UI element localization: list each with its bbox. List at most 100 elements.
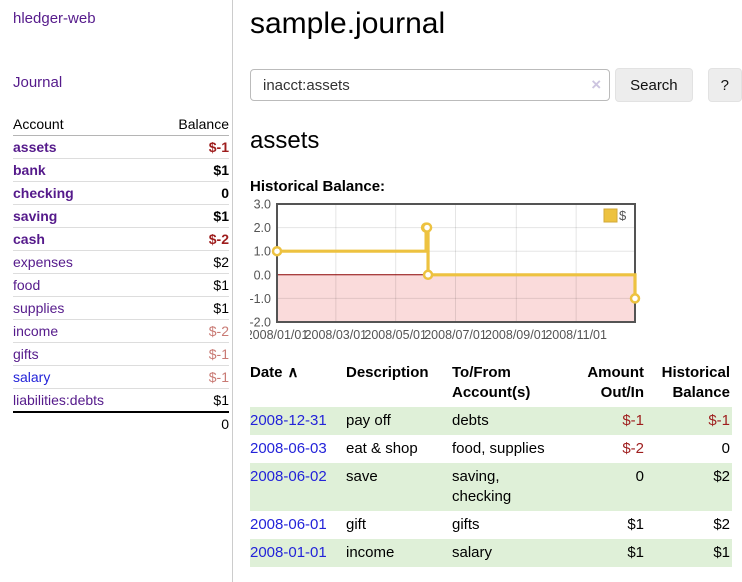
register-row[interactable]: 2008-01-01 income salary $1 $1 [250,539,732,567]
sidebar-account-link-salary[interactable]: salary [13,369,51,385]
register-row[interactable]: 2008-06-02 save saving, checking 0 $2 [250,463,732,511]
register-row[interactable]: 2008-06-03 eat & shop food, supplies $-2 0 [250,435,732,463]
svg-text:-2.0: -2.0 [250,316,271,330]
accounts-table: Account Balance assets $-1 bank $1 checking 0… [13,113,229,435]
account-heading: assets [250,127,320,154]
transaction-date-link[interactable]: 2008-06-01 [250,516,327,533]
svg-text:2.0: 2.0 [254,221,271,235]
column-header-description[interactable]: Description [346,364,429,381]
account-balance: $-2 [151,227,229,251]
brand-link[interactable]: hledger-web [13,10,96,27]
svg-text:2008/11/01: 2008/11/01 [545,328,607,342]
account-balance: $1 [151,273,229,297]
accounts-header-account: Account [13,113,152,136]
sidebar-account-link-cash[interactable]: cash [13,231,45,247]
transaction-balance: 0 [721,440,730,457]
search-button[interactable]: Search [615,68,693,102]
sidebar-account-link-expenses[interactable]: expenses [13,254,73,270]
svg-text:2008/05/01: 2008/05/01 [364,328,427,342]
transaction-amount: $1 [627,544,644,561]
svg-text:3.0: 3.0 [254,199,271,212]
accounts-header-balance: Balance [151,113,229,136]
main-content: sample.journal × Search ? assets Histori… [246,0,742,567]
search-input[interactable] [250,69,611,101]
transaction-accounts: debts [452,412,489,429]
sidebar-account-link-supplies[interactable]: supplies [13,300,65,316]
account-row: bank $1 [13,158,229,182]
accounts-total-row: 0 [13,411,229,435]
transaction-balance: $2 [713,516,730,533]
register-table: Date ∧ Description To/From Account(s) Amount… [250,361,732,567]
account-row: liabilities:debts $1 [13,388,229,413]
transaction-accounts: gifts [452,516,480,533]
chart-title: Historical Balance: [250,178,386,195]
help-button[interactable]: ? [707,68,742,102]
historical-balance-chart[interactable]: 3.0 2.0 1.0 0.0 -1.0 -2.0 2008/01/01 2008/03/01… [246,198,742,349]
account-balance: $-2 [151,319,229,343]
accounts-header-row: Account Balance [13,113,229,136]
transaction-description: gift [346,516,367,533]
account-balance: $2 [151,250,229,274]
account-balance: $1 [151,204,229,228]
transaction-description: pay off [346,412,391,429]
account-balance: $-1 [151,365,229,389]
column-header-amount[interactable]: Amount Out/In [587,364,644,401]
transaction-amount: $-1 [622,412,644,429]
column-header-date[interactable]: Date ∧ [250,364,299,381]
sidebar-item-journal[interactable]: Journal [13,74,63,91]
sidebar-account-link-saving[interactable]: saving [13,208,58,224]
sidebar-account-link-gifts[interactable]: gifts [13,346,39,362]
account-row: checking 0 [13,181,229,205]
svg-text:-1.0: -1.0 [250,292,271,306]
svg-text:1.0: 1.0 [254,245,271,259]
account-row: food $1 [13,273,229,297]
transaction-date-link[interactable]: 2008-12-31 [250,412,327,429]
account-balance: $1 [151,388,229,413]
account-row: salary $-1 [13,365,229,389]
transaction-description: eat & shop [346,440,418,457]
sidebar-account-link-bank[interactable]: bank [13,162,46,178]
account-balance: $1 [151,158,229,182]
transaction-balance: $2 [713,468,730,485]
page-title: sample.journal [250,7,446,40]
account-balance: $-1 [151,135,229,159]
transaction-date-link[interactable]: 2008-01-01 [250,544,327,561]
sidebar-account-link-income[interactable]: income [13,323,59,339]
account-row: gifts $-1 [13,342,229,366]
transaction-date-link[interactable]: 2008-06-02 [250,468,327,485]
transaction-balance: $1 [713,544,730,561]
svg-text:0.0: 0.0 [254,268,271,282]
register-row[interactable]: 2008-06-01 gift gifts $1 $2 [250,511,732,539]
register-row[interactable]: 2008-12-31 pay off debts $-1 $-1 [250,407,732,435]
transaction-description: income [346,544,395,561]
column-header-balance[interactable]: Historical Balance [661,364,730,401]
account-balance: $-1 [151,342,229,366]
svg-text:2008/09/01: 2008/09/01 [485,328,548,342]
sidebar-account-link-assets[interactable]: assets [13,139,57,155]
transaction-accounts: salary [452,544,493,561]
accounts-total-value: 0 [13,411,229,435]
column-header-accounts[interactable]: To/From Account(s) [452,364,531,401]
transaction-amount: $-2 [622,440,644,457]
svg-text:2008/01/01: 2008/01/01 [250,328,308,342]
transaction-date-link[interactable]: 2008-06-03 [250,440,327,457]
account-balance: $1 [151,296,229,320]
sidebar-account-link-liabilities-debts[interactable]: liabilities:debts [13,392,105,408]
register-header-row: Date ∧ Description To/From Account(s) Amount… [250,361,732,407]
transaction-accounts: saving, checking [452,468,512,505]
transaction-amount: 0 [635,468,644,485]
chart-svg: 3.0 2.0 1.0 0.0 -1.0 -2.02008/01/012008/03/01… [246,198,641,342]
svg-text:$: $ [619,208,627,223]
svg-text:2008/03/01: 2008/03/01 [305,328,368,342]
account-row: assets $-1 [13,135,229,159]
transaction-amount: $1 [627,516,644,533]
transaction-accounts: food, supplies [452,440,545,457]
transaction-description: save [346,468,378,485]
search-form: × Search ? [250,68,742,102]
sidebar-account-link-checking[interactable]: checking [13,185,74,201]
clear-search-icon[interactable]: × [591,75,602,94]
account-row: saving $1 [13,204,229,228]
transaction-balance: $-1 [708,412,730,429]
sort-asc-icon: ∧ [287,364,299,381]
sidebar-account-link-food[interactable]: food [13,277,41,293]
